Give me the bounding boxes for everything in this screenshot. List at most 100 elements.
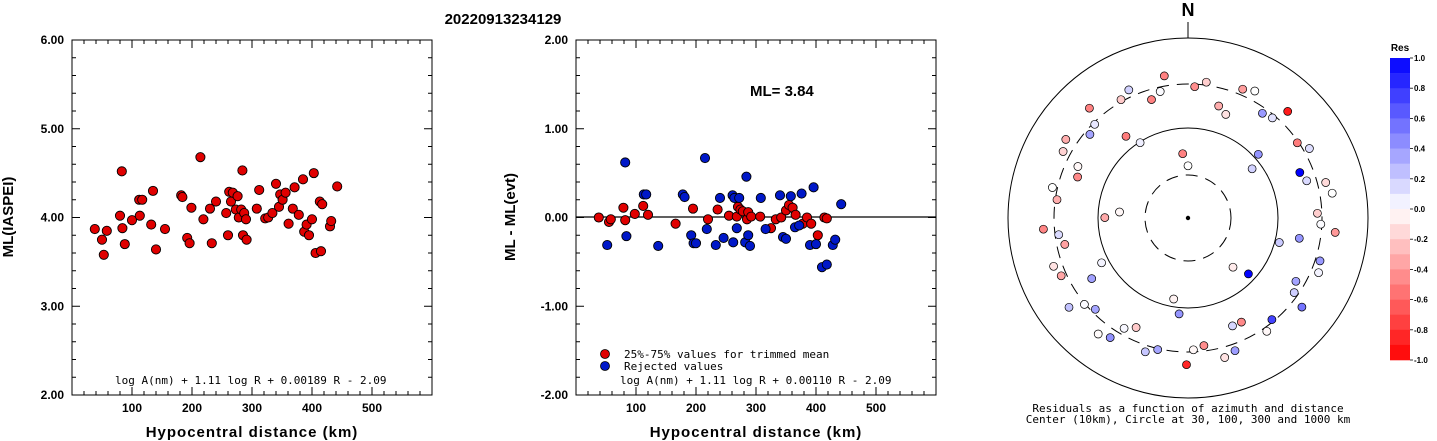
x-tick-label: 200 [182, 401, 202, 415]
data-point [240, 214, 252, 225]
data-point [806, 218, 817, 229]
station-residual-point [1289, 288, 1299, 297]
panel-ml-vs-distance: 6.00 5.00 4.00 3.00 2.00 100 200 300 400 500 ML(I… [0, 33, 433, 441]
data-point [741, 171, 752, 182]
station-residual-point [1189, 345, 1198, 355]
data-point [602, 239, 613, 251]
y-tick-label: 2.00 [545, 33, 569, 47]
data-point [254, 184, 265, 196]
station-residual-point [1244, 269, 1253, 279]
station-residual-point [1174, 309, 1184, 319]
station-residual-point [1316, 219, 1326, 229]
colorbar: Res 1.0 0.8 0.6 0.4 0.2 0.0 -0.2 -0.4 -0.6 -0.8 -1… [1390, 43, 1428, 365]
data-point [620, 215, 631, 226]
station-residual-point [1221, 110, 1231, 119]
data-points-1 [89, 152, 343, 260]
data-point [251, 203, 262, 214]
data-point [743, 230, 754, 241]
data-point [821, 213, 832, 224]
station-residual-point [1250, 86, 1260, 96]
data-point [116, 166, 127, 177]
data-point [147, 185, 159, 196]
station-residual-point [1153, 345, 1163, 354]
caption-line-2: Center (10km), Circle at 30, 100, 300 an… [1026, 413, 1351, 426]
colorbar-tick-label: -0.8 [1414, 326, 1428, 335]
station-residual-point [1302, 176, 1312, 186]
data-point [746, 211, 757, 222]
colorbar-tick-label: 0.0 [1414, 205, 1426, 214]
data-point [714, 192, 726, 204]
data-point [101, 225, 112, 236]
data-point [206, 238, 217, 249]
data-point [241, 234, 252, 245]
station-residual-point [1100, 213, 1110, 222]
station-residual-point [1135, 138, 1145, 148]
colorbar-cell [1390, 133, 1410, 149]
ring-300km [1053, 83, 1323, 353]
station-residual-point [1258, 108, 1267, 118]
station-residual-point [1124, 85, 1134, 95]
legend-accepted-label: 25%-75% values for trimmed mean [624, 348, 829, 361]
station-residual-point [1253, 149, 1263, 159]
station-residual-point [1305, 144, 1314, 153]
colorbar-cell [1390, 163, 1410, 180]
y-tick-label: 4.00 [41, 211, 65, 225]
data-point [204, 203, 216, 214]
station-residual-point [1321, 178, 1331, 187]
y-tick-label: 5.00 [41, 122, 65, 136]
colorbar-cell [1390, 299, 1410, 315]
data-point [198, 214, 209, 225]
colorbar-cell [1390, 314, 1410, 331]
data-point [297, 174, 309, 185]
colorbar-cell [1390, 254, 1410, 270]
data-point [812, 230, 823, 241]
station-residual-point [1048, 183, 1057, 192]
colorbar-cell [1390, 103, 1410, 119]
data-point [283, 218, 294, 229]
station-residual-point [1283, 107, 1293, 116]
data-point [119, 239, 130, 250]
colorbar-tick-label: 0.8 [1414, 84, 1426, 93]
station-residual-point [1230, 346, 1240, 356]
data-point [605, 214, 616, 225]
data-point [760, 223, 771, 235]
station-residual-point [1330, 228, 1340, 237]
x-tick-label: 200 [686, 401, 706, 415]
station-residual-point [1058, 147, 1068, 156]
data-point [808, 182, 819, 193]
ring-100km [1097, 127, 1279, 309]
data-point [186, 202, 197, 213]
data-point [641, 189, 652, 200]
data-point [796, 188, 807, 199]
station-residual-point [1169, 294, 1179, 304]
caption-line-1: Residuals as a function of azimuth and d… [1032, 402, 1343, 415]
station-residual-point [1267, 315, 1277, 324]
axis-ticks-1: 6.00 5.00 4.00 3.00 2.00 100 200 300 400 500 [41, 33, 433, 415]
y-tick-label: 3.00 [41, 299, 65, 313]
legend-rejected-label: Rejected values [624, 360, 723, 373]
x-tick-label: 400 [302, 401, 322, 415]
data-point [774, 190, 786, 201]
station-residual-point [1238, 84, 1248, 94]
data-point [755, 211, 766, 222]
station-residual-point [1327, 188, 1337, 198]
data-point [150, 244, 162, 255]
data-point [728, 237, 739, 248]
station-residual-point [1292, 138, 1302, 148]
panel-residual-vs-distance: 2.00 1.00 0.00 -1.00 -2.00 100 200 300 400 500 ML… [502, 33, 937, 441]
data-point [618, 202, 629, 213]
station-residual-point [1237, 317, 1246, 327]
x-tick-label: 300 [242, 401, 262, 415]
data-point [620, 157, 631, 168]
figure-title: 20220913234129 [445, 11, 562, 28]
station-residual-point [1064, 302, 1074, 312]
data-point [653, 240, 664, 251]
data-point [117, 223, 128, 234]
station-residual-point [1039, 224, 1048, 234]
data-point [306, 214, 318, 225]
data-point [642, 209, 654, 220]
data-point [638, 200, 649, 212]
data-point [146, 219, 157, 230]
data-point [315, 246, 327, 257]
data-point [270, 178, 282, 189]
